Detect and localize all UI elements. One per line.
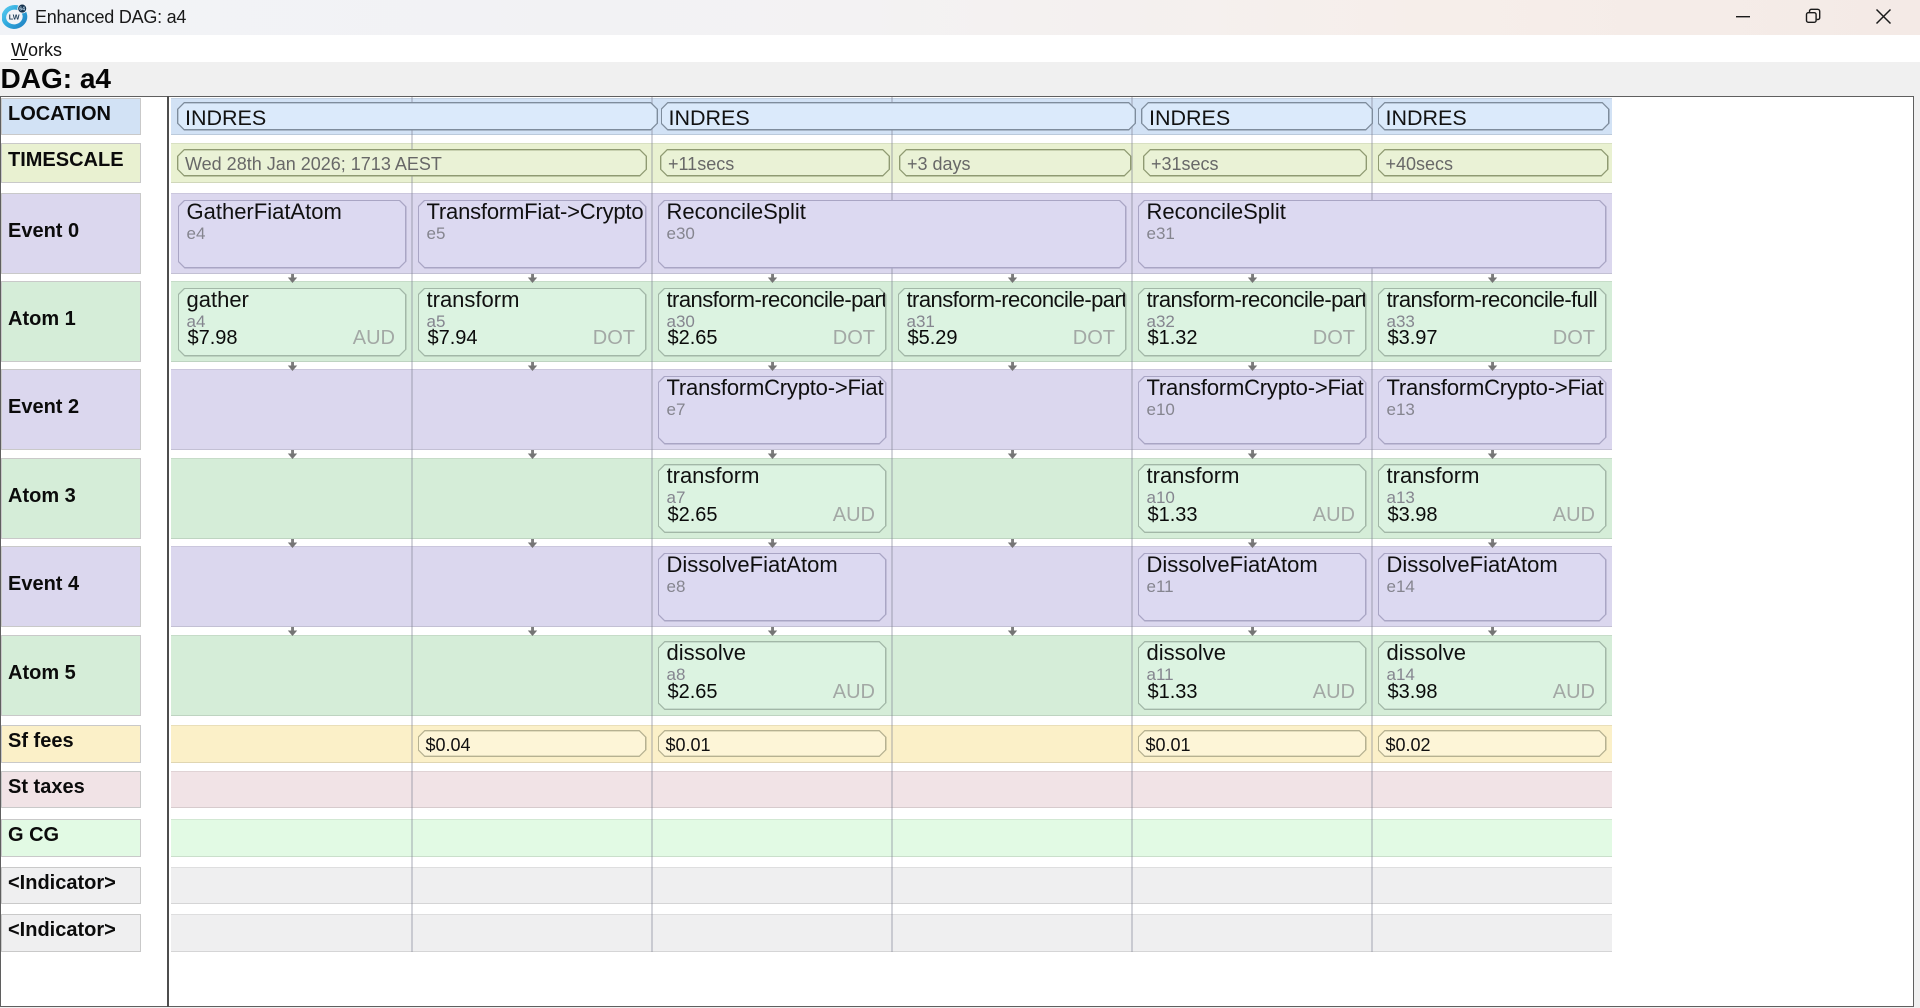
svg-text:LW: LW: [9, 13, 20, 22]
svg-text:64: 64: [19, 7, 25, 13]
